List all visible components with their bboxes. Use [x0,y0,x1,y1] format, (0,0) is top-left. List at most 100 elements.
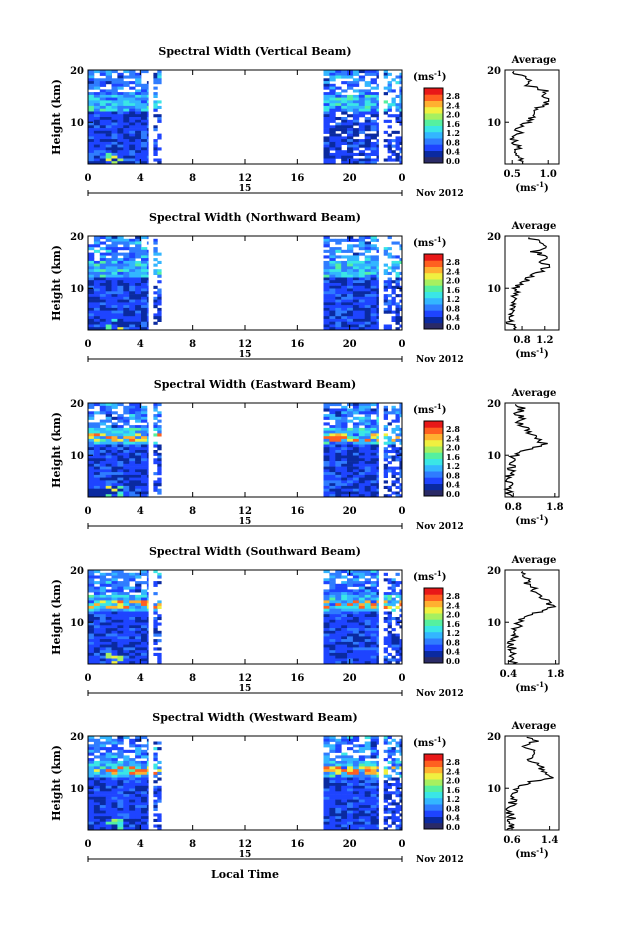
heatmap-cell [117,416,124,420]
heatmap-cell [341,117,348,121]
heatmap-cell [335,794,342,798]
heatmap-cell [341,594,348,598]
heatmap-cell [129,294,136,298]
heatmap-cell [352,816,360,820]
heatmap-cell [111,661,118,665]
heatmap-cell [341,466,348,470]
heatmap-cell [123,483,130,487]
heatmap-cell [141,652,148,656]
heatmap-cell [395,310,400,314]
heatmap-cell [391,158,396,162]
heatmap-cell [146,628,149,632]
heatmap-cell [111,619,118,623]
heatmap-cell [146,97,149,101]
heatmap-cell [358,766,366,770]
heatmap-cell [376,277,379,281]
heatmap-cell [391,760,396,764]
heatmap-cell [370,658,377,662]
heatmap-cell [341,318,348,322]
heatmap-cell [323,477,330,481]
heatmap-cell [391,288,396,292]
heatmap-cell [123,796,130,800]
heatmap-cell [341,75,348,79]
heatmap-cell [358,827,366,831]
heatmap-cell [376,802,379,806]
heatmap-cell [329,760,336,764]
heatmap-cell [117,633,124,637]
heatmap-cell [99,433,107,437]
heatmap-cell [111,583,118,587]
heatmap-cell [391,802,396,806]
heatmap-cell [335,313,342,317]
colorbar-tick-label: 0.4 [446,313,460,323]
heatmap-cell [347,427,354,431]
heatmap-cell [370,463,377,467]
heatmap-cell [105,821,112,825]
colorbar-swatch [424,439,443,447]
heatmap-cell [364,70,371,74]
heatmap-cell [358,108,366,112]
heatmap-cell [117,269,124,273]
heatmap-cell [376,633,379,637]
heatmap-cell [383,619,388,623]
heatmap-cell [129,117,136,121]
heatmap-cell [395,152,400,156]
heatmap-cell [376,469,379,473]
heatmap-cell [88,139,95,143]
x-tick-label: 12 [238,673,252,684]
heatmap-cell [88,155,95,159]
heatmap-cell [347,777,354,781]
heatmap-cell [153,72,158,76]
heatmap-cell [111,570,118,574]
heatmap-cell [376,452,379,456]
heatmap-cell [364,581,371,585]
heatmap-cell [347,299,354,303]
colorbar-swatch [424,291,443,299]
heatmap-cell [370,738,377,742]
heatmap-cell [329,738,336,742]
heatmap-cell [141,277,148,281]
heatmap-cell [117,100,124,104]
heatmap-cell [358,644,366,648]
heatmap-cell [387,661,392,665]
heatmap-cell [129,136,136,140]
heatmap-cell [364,433,371,437]
heatmap-cell [364,744,371,748]
heatmap-cell [111,111,118,115]
heatmap-cell [387,150,392,154]
heatmap-cell [135,252,142,256]
heatmap-cell [129,147,136,151]
heatmap-cell [370,283,377,287]
heatmap-cell [99,144,107,148]
heatmap-cell [141,100,148,104]
colorbar-tick-label: 2.4 [446,600,460,610]
heatmap-cell [157,302,162,306]
heatmap-cell [123,594,130,598]
heatmap-cell [383,436,388,440]
heatmap-cell [129,291,136,295]
heatmap-cell [370,769,377,773]
heatmap-cell [370,783,377,787]
heatmap-cell [129,238,136,242]
heatmap-cell [88,641,95,645]
heatmap-cell [352,628,360,632]
heatmap-cell [93,658,101,662]
heatmap-cell [146,241,149,245]
colorbar-tick-label: 1.6 [446,119,460,129]
heatmap-cell [391,658,396,662]
heatmap-cell [323,236,330,240]
heatmap-cell [99,600,107,604]
heatmap-cell [387,802,392,806]
heatmap-cell [129,600,136,604]
heatmap-cell [364,310,371,314]
heatmap-cell [399,433,403,437]
heatmap-cell [395,316,400,320]
heatmap-cell [358,236,366,240]
heatmap-cell [376,327,379,331]
heatmap-cell [123,288,130,292]
heatmap-cell [352,72,360,76]
heatmap-cell [358,97,366,101]
heatmap-cell [111,644,118,648]
heatmap-cell [383,327,388,331]
heatmap-cell [88,777,95,781]
